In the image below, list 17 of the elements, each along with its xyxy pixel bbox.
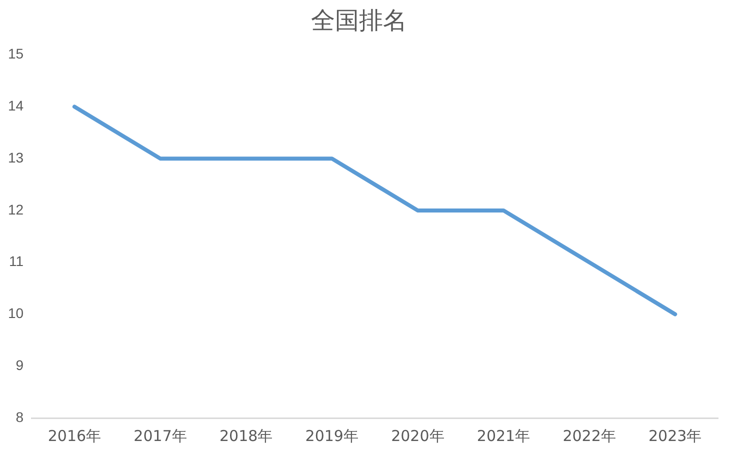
y-tick-label: 8 bbox=[16, 408, 24, 425]
x-tick-label: 2016年 bbox=[48, 426, 102, 445]
chart-title: 全国排名 bbox=[311, 6, 407, 35]
y-tick-label: 10 bbox=[8, 305, 24, 322]
x-tick-label: 2021年 bbox=[476, 426, 530, 445]
y-tick-label: 13 bbox=[8, 149, 24, 166]
x-tick-label: 2022年 bbox=[562, 426, 616, 445]
y-tick-label: 9 bbox=[16, 356, 24, 373]
y-tick-label: 12 bbox=[8, 201, 24, 218]
y-tick-label: 15 bbox=[8, 46, 24, 62]
x-tick-label: 2019年 bbox=[305, 426, 358, 445]
x-tick-label: 2017年 bbox=[134, 426, 187, 445]
y-tick-label: 14 bbox=[8, 98, 24, 114]
x-tick-label: 2023年 bbox=[648, 426, 702, 445]
y-tick-label: 11 bbox=[9, 253, 24, 270]
x-tick-label: 2020年 bbox=[391, 426, 444, 445]
x-tick-label: 2018年 bbox=[219, 426, 273, 445]
